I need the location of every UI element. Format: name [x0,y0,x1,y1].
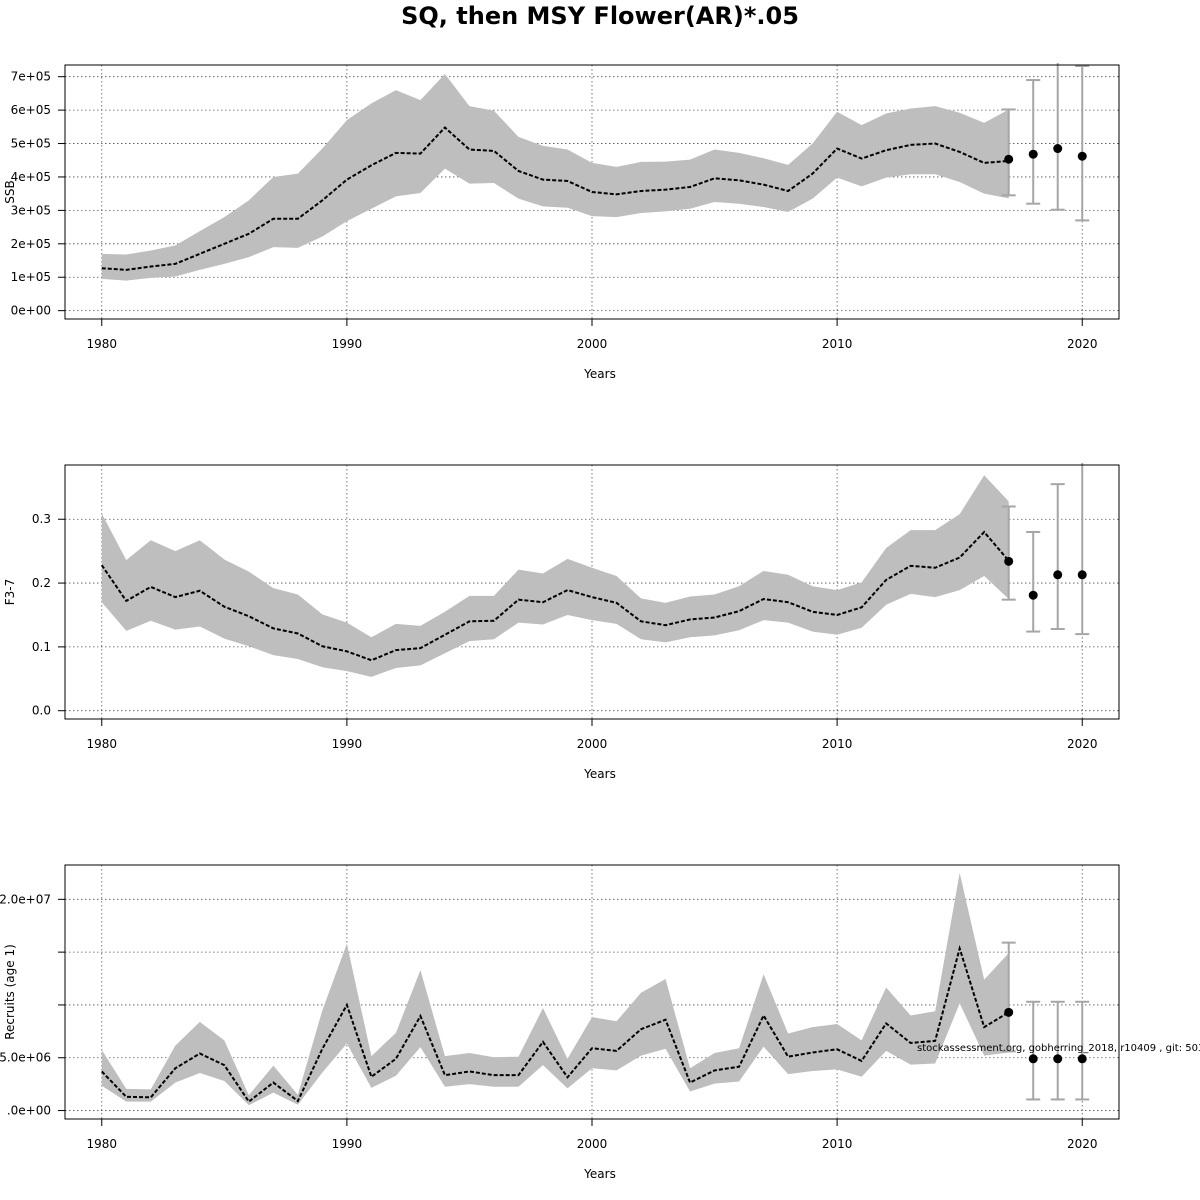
page-title: SQ, then MSY Flower(AR)*.05 [401,2,799,30]
y-axis-label: SSB [3,180,17,203]
x-tick-label: 2020 [1067,1137,1098,1151]
estimate-line [101,126,1009,271]
confidence-band [101,74,1009,281]
x-tick-label: 2010 [822,1137,853,1151]
x-tick-label: 2020 [1067,737,1098,751]
forecast-point [1053,144,1063,154]
forecast-point [1028,149,1038,159]
y-axis-label: F3-7 [3,579,17,606]
forecast-point [1004,556,1014,566]
x-tick-label: 1980 [86,337,117,351]
forecast-point [1004,154,1014,164]
y-tick-label: 0.1 [32,640,51,654]
forecast-point [1028,1054,1038,1064]
x-tick-label: 2000 [577,737,608,751]
y-tick-label: 1e+05 [11,270,51,284]
ssb-panel: 0e+00 1e+05 2e+05 3e+05 4e+05 5e+05 6e+05 7e+05… [3,63,1120,381]
y-tick-label: 2.0e+07 [0,892,51,906]
x-tick-label: 1980 [86,1137,117,1151]
y-tick-label: 0.2 [32,576,51,590]
y-tick-label: 6e+05 [11,103,51,117]
x-tick-label: 2000 [577,337,608,351]
x-axis-label: Years [583,1167,616,1181]
y-tick-label: 7e+05 [11,70,51,84]
x-tick-label: 2000 [577,1137,608,1151]
y-tick-label: 3e+05 [11,203,51,217]
fishing-mortality-panel: 0.0 0.1 0.2 0.3 1980 1990 2000 2010 2020 Years F3-… [3,463,1120,781]
x-tick-label: 2010 [822,337,853,351]
x-tick-label: 1980 [86,737,117,751]
x-tick-label: 1990 [332,337,363,351]
y-tick-label: 0e+00 [11,304,51,318]
y-tick-label: 4e+05 [11,170,51,184]
forecast-point [1053,1054,1063,1064]
watermark: stockassessment.org, gobherring_2018, r1… [917,1043,1200,1054]
confidence-band [101,475,1009,677]
estimate-line [101,944,1010,1104]
confidence-band [101,872,1009,1106]
y-tick-label: .0e+00 [7,1104,51,1118]
recruits-panel: .0e+00 5.0e+06 2.0e+07 1980 1990 2000 2010 2020… [0,864,1120,1181]
x-tick-label: 1990 [332,737,363,751]
x-tick-label: 1990 [332,1137,363,1151]
y-tick-label: 5.0e+06 [0,1051,51,1065]
estimate-line [100,530,1010,662]
forecast-point [1053,570,1063,580]
forecast-point [1077,1054,1087,1064]
y-tick-label: 5e+05 [11,137,51,151]
x-axis-label: Years [583,767,616,781]
y-axis-label: Recruits (age 1) [3,944,17,1040]
y-tick-label: 0.3 [32,512,51,526]
forecast-point [1077,151,1087,161]
y-tick-label: 2e+05 [11,237,51,251]
forecast-point [1077,570,1087,580]
y-tick-label: 0.0 [32,704,51,718]
forecast-point [1028,590,1038,600]
forecast-point [1004,1007,1014,1017]
x-axis-label: Years [583,367,616,381]
x-tick-label: 2020 [1067,337,1098,351]
x-tick-label: 2010 [822,737,853,751]
